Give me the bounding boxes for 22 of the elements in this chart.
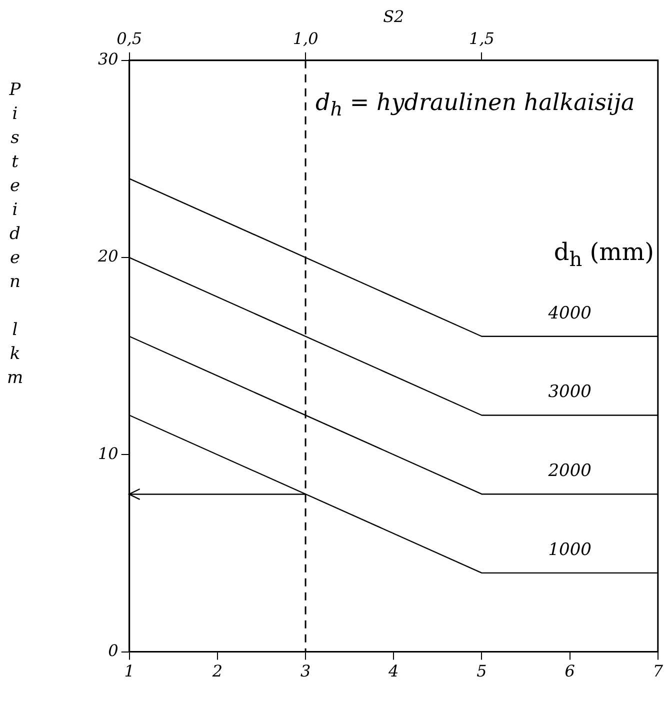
series-label: 2000 — [547, 461, 592, 482]
legend-title: d$_{h}$ (mm) — [554, 238, 654, 270]
x-tick-label: 5 — [476, 662, 487, 681]
x-tick-label: 3 — [300, 662, 311, 681]
x-tick-label: 1 — [124, 662, 134, 681]
x-tick-label: 7 — [652, 662, 664, 681]
annotation: d$_{h}$ = hydraulinen halkaisija — [316, 90, 636, 121]
y-axis-title: Pisteiden lkm — [5, 80, 25, 392]
series-label: 1000 — [548, 540, 592, 560]
y-tick-label: 30 — [98, 50, 118, 69]
y-tick-label: 10 — [98, 444, 118, 463]
x2-tick-label: 1,5 — [469, 28, 494, 48]
x2-tick-label: 0,5 — [116, 28, 142, 48]
x-tick-label: 2 — [211, 662, 223, 681]
x-tick-label: 4 — [388, 662, 399, 681]
series-label: 4000 — [547, 303, 592, 324]
y-tick-label: 0 — [108, 640, 118, 660]
x2-axis-title: S2 — [383, 6, 404, 26]
series-label: 3000 — [548, 382, 592, 402]
y-tick-label: 20 — [97, 246, 118, 266]
x-tick-label: 6 — [564, 662, 575, 681]
x2-tick-label: 1,0 — [292, 28, 318, 48]
